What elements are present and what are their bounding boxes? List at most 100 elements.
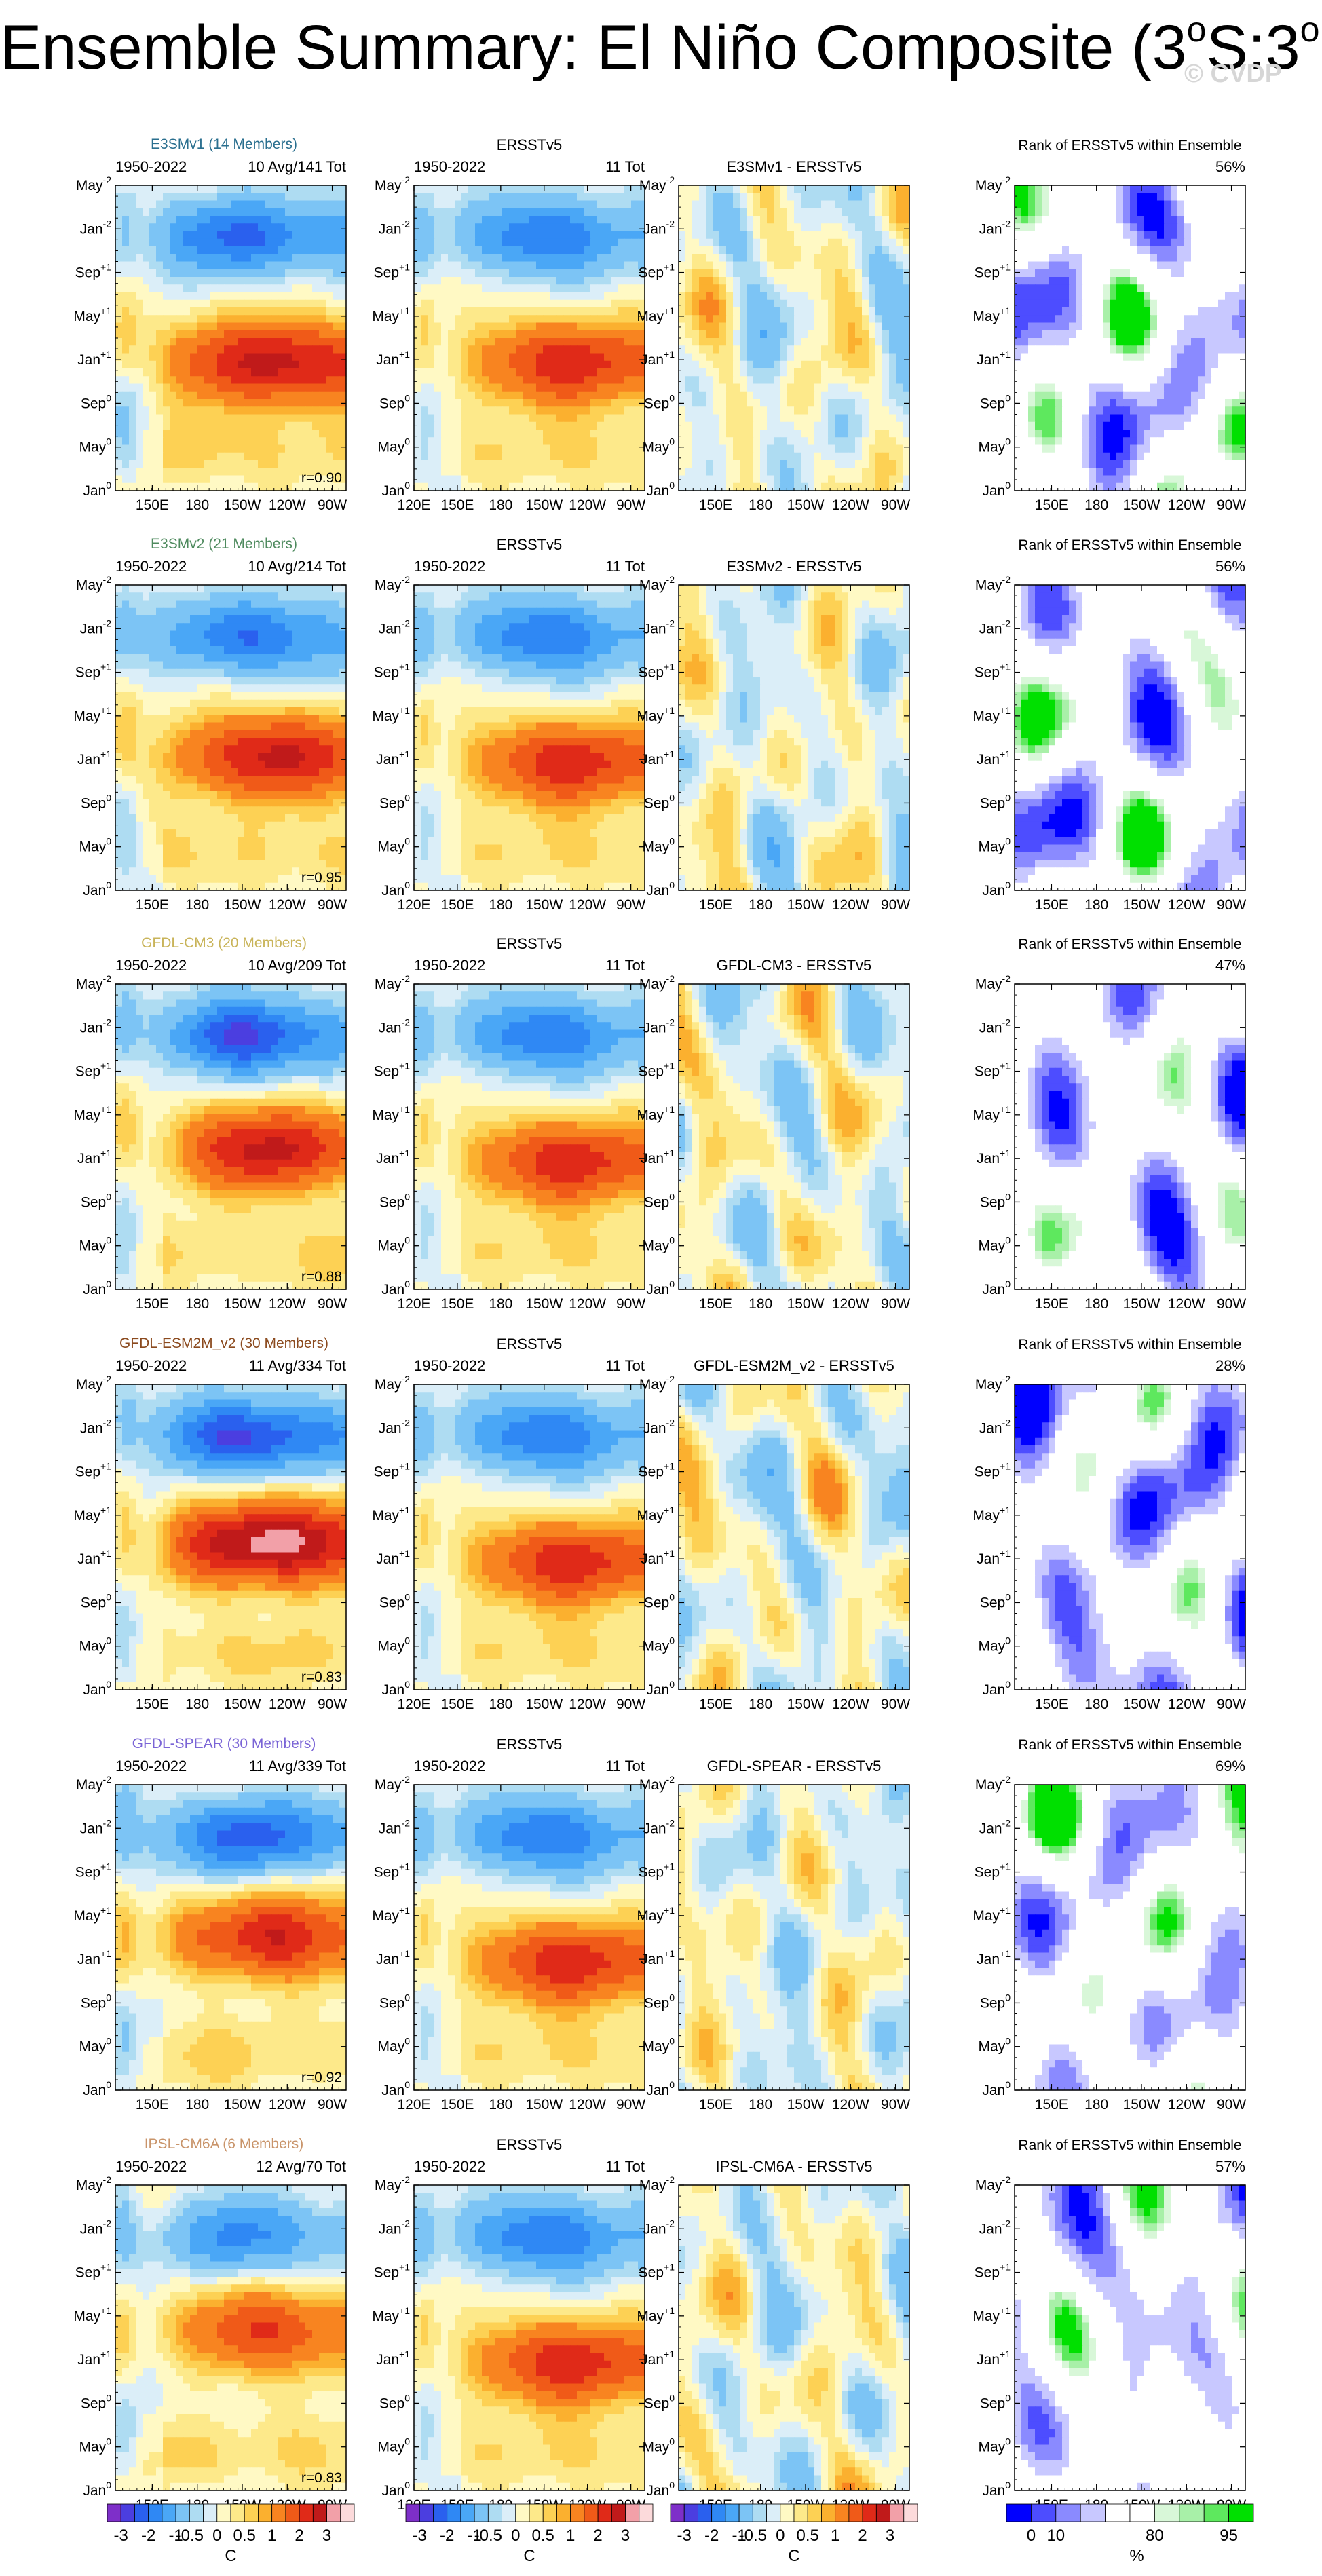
field-cell	[292, 345, 299, 354]
field-cell	[312, 208, 320, 216]
field-cell	[129, 277, 136, 285]
field-cell	[217, 376, 225, 384]
field-cell	[285, 254, 292, 262]
field-cell	[278, 338, 286, 346]
field-cell	[183, 277, 191, 285]
field-cell	[143, 216, 150, 224]
field-cell	[285, 384, 292, 392]
field-cell	[156, 201, 164, 209]
field-cell	[278, 193, 286, 201]
field-cell	[190, 231, 197, 240]
field-cell	[183, 254, 191, 262]
field-cell	[333, 453, 340, 461]
field-cell	[217, 262, 225, 270]
field-cell	[271, 345, 279, 354]
field-cell	[312, 307, 320, 316]
field-cell	[312, 445, 320, 453]
field-cell	[156, 445, 164, 453]
field-cell	[224, 392, 231, 400]
field-cell	[115, 368, 123, 377]
field-cell	[176, 384, 184, 392]
field-cell	[217, 216, 225, 224]
field-cell	[285, 208, 292, 216]
field-cell	[217, 185, 225, 193]
field-cell	[285, 445, 292, 453]
field-cell	[136, 460, 143, 468]
field-cell	[333, 223, 340, 231]
field-cell	[197, 399, 204, 407]
field-cell	[231, 246, 238, 254]
field-cell	[115, 254, 123, 262]
field-cell	[170, 246, 177, 254]
field-cell	[278, 254, 286, 262]
field-cell	[143, 300, 150, 308]
field-cell	[197, 231, 204, 240]
field-cell	[217, 300, 225, 308]
field-cell	[319, 345, 326, 354]
field-cell	[312, 453, 320, 461]
field-cell	[326, 445, 333, 453]
field-cell	[251, 437, 259, 445]
field-cell	[299, 193, 306, 201]
field-cell	[176, 284, 184, 292]
field-cell	[170, 392, 177, 400]
field-cell	[183, 460, 191, 468]
field-cell	[231, 277, 238, 285]
field-cell	[190, 323, 197, 331]
field-cell	[122, 193, 130, 201]
field-cell	[333, 208, 340, 216]
field-cell	[204, 376, 211, 384]
field-cell	[197, 292, 204, 301]
field-cell	[136, 300, 143, 308]
field-cell	[156, 422, 164, 430]
field-cell	[333, 422, 340, 430]
field-cell	[271, 406, 279, 415]
field-cell	[129, 239, 136, 247]
field-cell	[143, 208, 150, 216]
field-cell	[224, 430, 231, 438]
field-cell	[231, 445, 238, 453]
field-cell	[285, 239, 292, 247]
field-cell	[339, 422, 347, 430]
field-cell	[217, 430, 225, 438]
field-cell	[122, 330, 130, 339]
field-cell	[143, 292, 150, 301]
field-cell	[149, 269, 157, 278]
field-cell	[129, 231, 136, 240]
field-cell	[176, 239, 184, 247]
field-cell	[319, 193, 326, 201]
field-cell	[231, 307, 238, 316]
field-cell	[258, 422, 265, 430]
field-cell	[244, 254, 252, 262]
field-cell	[176, 254, 184, 262]
field-cell	[265, 430, 272, 438]
field-cell	[143, 468, 150, 476]
field-cell	[278, 208, 286, 216]
field-cell	[217, 415, 225, 423]
field-cell	[210, 193, 218, 201]
field-cell	[156, 292, 164, 301]
field-cell	[156, 330, 164, 339]
field-cell	[129, 361, 136, 369]
field-cell	[339, 262, 347, 270]
field-cell	[156, 269, 164, 278]
field-cell	[170, 430, 177, 438]
field-cell	[251, 239, 259, 247]
field-cell	[183, 430, 191, 438]
field-cell	[170, 384, 177, 392]
field-cell	[163, 345, 170, 354]
field-cell	[143, 399, 150, 407]
field-cell	[339, 269, 347, 278]
field-cell	[231, 239, 238, 247]
field-cell	[170, 345, 177, 354]
field-cell	[197, 201, 204, 209]
field-cell	[271, 315, 279, 323]
field-cell	[292, 368, 299, 377]
field-cell	[224, 300, 231, 308]
field-cell	[271, 422, 279, 430]
field-cell	[333, 354, 340, 362]
field-cell	[326, 277, 333, 285]
field-cell	[217, 437, 225, 445]
field-cell	[285, 216, 292, 224]
field-cell	[190, 415, 197, 423]
